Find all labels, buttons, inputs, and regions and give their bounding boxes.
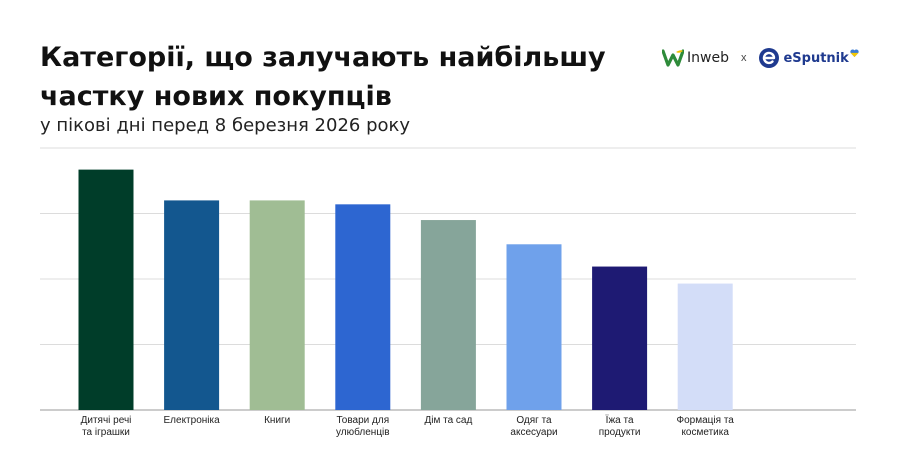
x-tick-label: Їжа та продукти (598, 415, 641, 438)
inweb-logo: Inweb (662, 49, 729, 67)
bar (249, 200, 305, 410)
esputnik-e-icon (759, 48, 780, 68)
chart-title: Категорії, що залучають найбільшу частку… (40, 38, 640, 116)
x-tick-label: Електроніка (163, 415, 220, 426)
esputnik-logo-text: eSputnik (783, 50, 849, 66)
x-tick-label: Одяг та аксесуари (510, 415, 558, 438)
w-leaf-icon (662, 49, 684, 67)
x-tick-label: Формація та косметика (676, 415, 734, 438)
partner-logos: Inweb x eSputnik (662, 45, 859, 71)
chart-title-line-1: Категорії, що залучають найбільшу (40, 42, 606, 73)
x-tick-label: Товари для улюбленців (336, 415, 390, 438)
x-tick-label: Книги (264, 415, 291, 426)
inweb-logo-text: Inweb (687, 50, 729, 66)
heart-icon (850, 49, 859, 57)
bar (677, 283, 733, 410)
bar (592, 266, 648, 410)
esputnik-logo: eSputnik (758, 47, 859, 69)
bar (506, 244, 562, 410)
bar (335, 204, 391, 410)
bar (420, 220, 476, 410)
x-tick-label: Дитячі речі та іграшки (80, 415, 132, 438)
chart-title-line-2: частку нових покупців (40, 81, 392, 112)
chart-subtitle: у пікові дні перед 8 березня 2026 року (40, 115, 411, 136)
x-tick-label: Дім та сад (424, 415, 473, 426)
logo-separator: x (740, 52, 747, 64)
bar (78, 169, 134, 410)
bar (164, 200, 220, 410)
